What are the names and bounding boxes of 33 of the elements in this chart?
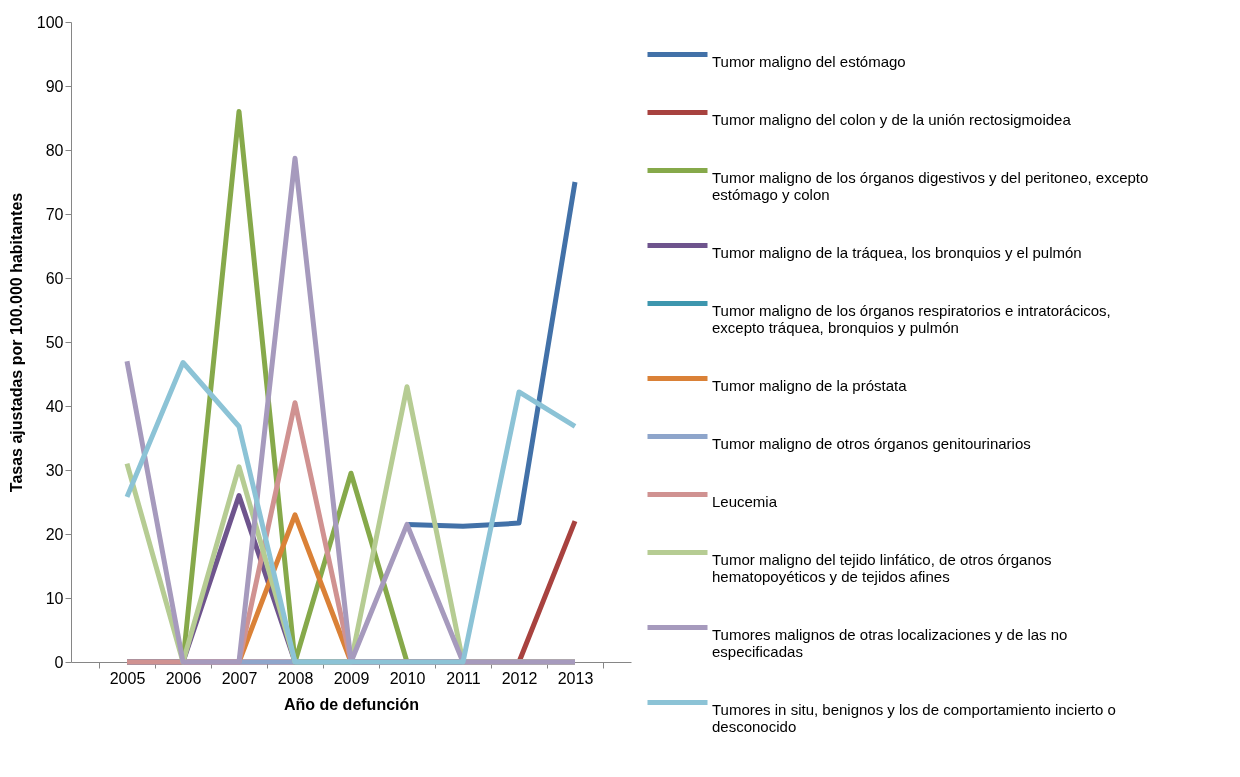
y-tick-label: 60 bbox=[45, 269, 64, 287]
legend-label: Tumor maligno de la tráquea, los bronquios y el pulmón bbox=[712, 243, 1082, 261]
legend-label: Tumor maligno de la próstata bbox=[712, 376, 908, 394]
y-tick-label: 50 bbox=[45, 333, 64, 351]
y-tick-label: 70 bbox=[45, 205, 64, 223]
y-tick-label: 90 bbox=[45, 77, 64, 95]
x-tick-label: 2013 bbox=[557, 669, 594, 687]
y-tick-label: 100 bbox=[36, 13, 64, 31]
legend-label: Tumores in situ, benignos y los de comportamiento incierto o desconocido bbox=[712, 700, 1116, 735]
y-tick-label: 80 bbox=[45, 141, 64, 159]
legend-label: Tumor maligno del estómago bbox=[712, 52, 906, 70]
x-axis-title: Año de defunción bbox=[283, 695, 420, 713]
legend-label: Tumor maligno del colon y de la unión rectosigmoidea bbox=[712, 110, 1072, 128]
x-tick-label: 2005 bbox=[109, 669, 146, 687]
legend-label: Tumor maligno de los órganos digestivos y del peritoneo, excepto estómago y colon bbox=[712, 168, 1149, 203]
x-tick-label: 2012 bbox=[501, 669, 538, 687]
x-tick-label: 2006 bbox=[165, 669, 202, 687]
legend-label: Tumor maligno del tejido linfático, de otros órganos hematopoyéticos y de tejidos afines bbox=[712, 550, 1052, 585]
x-tick-label: 2009 bbox=[333, 669, 370, 687]
legend-label: Tumor maligno de los órganos respiratorios e intratorácicos, excepto tráquea, bronquios y pulmón bbox=[712, 301, 1111, 336]
y-tick-label: 20 bbox=[45, 525, 64, 543]
x-tick-label: 2007 bbox=[221, 669, 258, 687]
y-tick-label: 40 bbox=[45, 397, 64, 415]
y-tick-label: 30 bbox=[45, 461, 64, 479]
y-tick-label: 10 bbox=[45, 589, 64, 607]
x-tick-label: 2011 bbox=[446, 669, 481, 687]
x-tick-label: 2008 bbox=[277, 669, 314, 687]
legend-label: Leucemia bbox=[712, 492, 778, 510]
legend-label: Tumor maligno de otros órganos genitourinarios bbox=[712, 434, 1031, 452]
x-tick-label: 2010 bbox=[389, 669, 426, 687]
y-axis-title: Tasas ajustadas por 100.000 habitantes bbox=[7, 192, 25, 493]
y-tick-label: 0 bbox=[54, 653, 64, 671]
legend-label: Tumores malignos de otras localizaciones y de las no especificadas bbox=[712, 625, 1068, 660]
